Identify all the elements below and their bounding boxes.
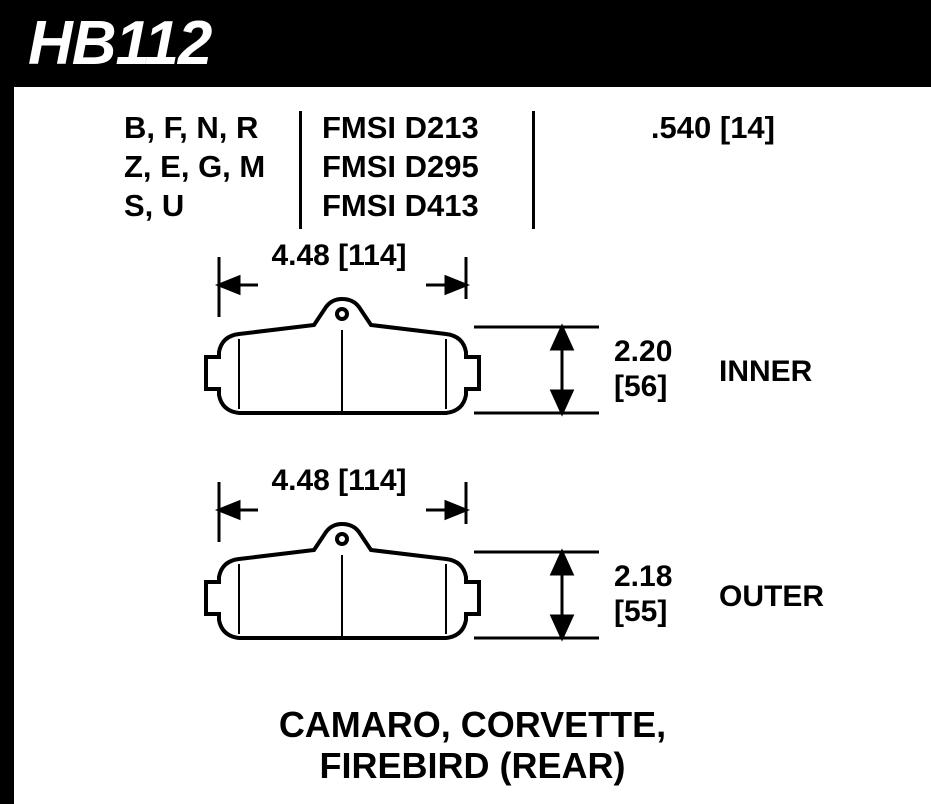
outer-height-mm: [55] <box>614 595 672 630</box>
outer-label: OUTER <box>719 580 824 614</box>
diagram-area: 4.48 [114] <box>14 237 931 707</box>
part-number: HB112 <box>28 9 211 78</box>
content-area: B, F, N, R Z, E, G, M S, U FMSI D213 FMS… <box>0 87 931 707</box>
thickness-column: .540 [14] <box>535 109 775 229</box>
fmsi-line: FMSI D413 <box>322 187 532 226</box>
inner-pad-svg <box>164 237 804 427</box>
application-title: CAMARO, CORVETTE, FIREBIRD (REAR) <box>14 705 931 786</box>
header-bar: HB112 <box>0 0 931 87</box>
inner-label: INNER <box>719 355 812 389</box>
thickness-value: .540 [14] <box>555 109 775 148</box>
inner-height-dim: 2.20 [56] <box>614 335 672 404</box>
title-line2: FIREBIRD (REAR) <box>14 746 931 786</box>
outer-height-dim: 2.18 [55] <box>614 560 672 629</box>
title-line1: CAMARO, CORVETTE, <box>14 705 931 745</box>
fmsi-line: FMSI D213 <box>322 109 532 148</box>
compounds-column: B, F, N, R Z, E, G, M S, U <box>124 109 299 229</box>
fmsi-line: FMSI D295 <box>322 148 532 187</box>
outer-height-in: 2.18 <box>614 560 672 595</box>
compounds-line: S, U <box>124 187 299 226</box>
fmsi-column: FMSI D213 FMSI D295 FMSI D413 <box>302 109 532 229</box>
compounds-line: B, F, N, R <box>124 109 299 148</box>
inner-height-mm: [56] <box>614 370 672 405</box>
inner-height-in: 2.20 <box>614 335 672 370</box>
info-row: B, F, N, R Z, E, G, M S, U FMSI D213 FMS… <box>14 87 931 229</box>
outer-pad-svg <box>164 462 804 652</box>
compounds-line: Z, E, G, M <box>124 148 299 187</box>
